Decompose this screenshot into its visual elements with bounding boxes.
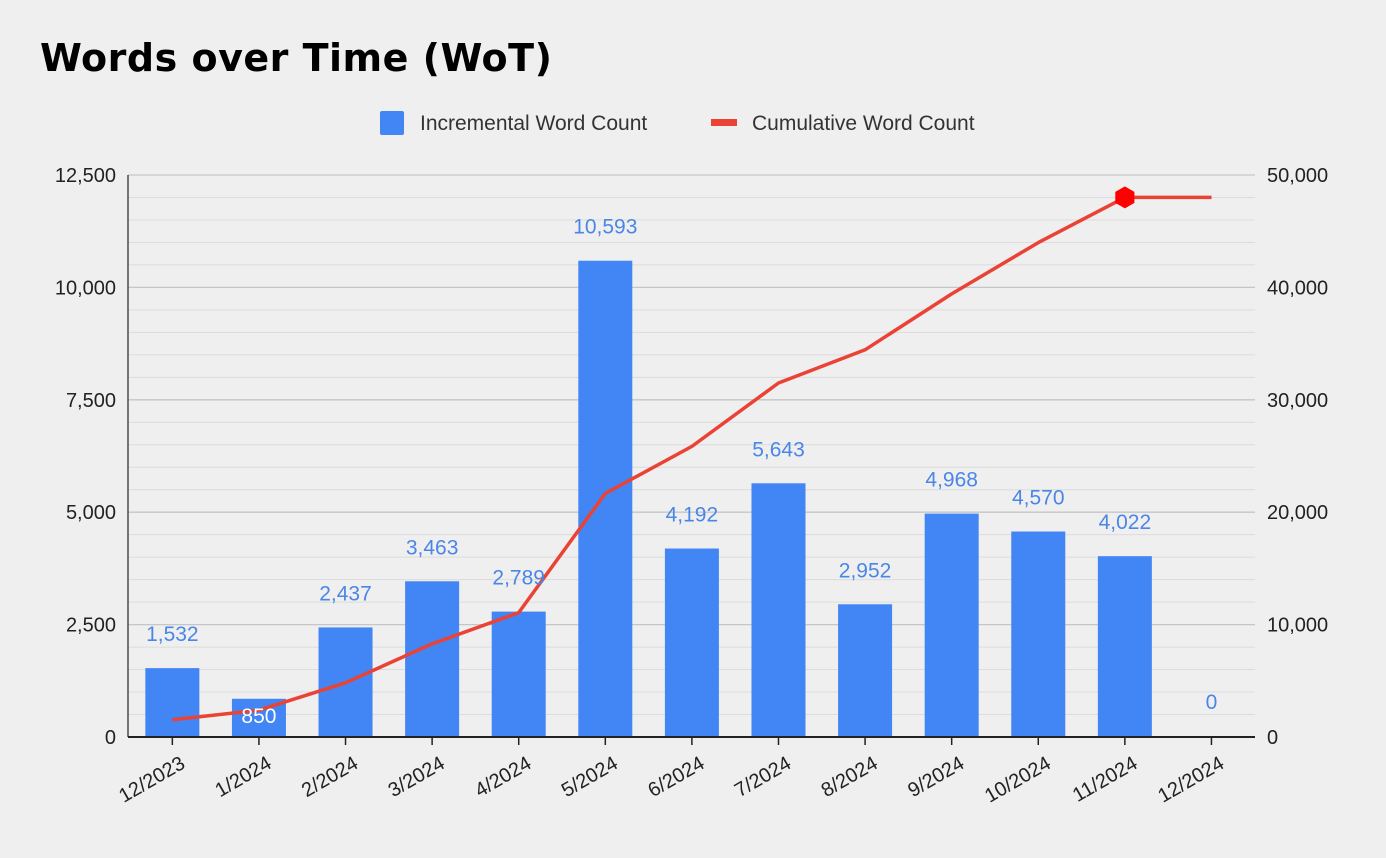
axes [127,175,1255,745]
bar-7/2024[interactable] [751,483,806,737]
x-tick-label: 8/2024 [818,752,882,802]
x-tick-label: 5/2024 [558,752,622,802]
line-point-marker[interactable] [1115,186,1135,209]
bar-data-label: 5,643 [752,438,805,461]
y-left-tick-label: 2,500 [66,615,116,637]
bar-series [145,260,1152,737]
bar-5/2024[interactable] [578,260,633,737]
x-tick-label: 1/2024 [211,752,275,802]
bar-data-label: 10,593 [573,216,637,239]
x-tick-label: 12/2024 [1154,752,1228,807]
data-labels: 1,532 850 2,437 3,463 2,789 10,593 4,192 5,643 2… [146,216,1217,728]
cumulative-line[interactable] [172,195,1212,722]
y-left-tick-label: 10,000 [55,277,116,299]
x-tick-label: 3/2024 [385,752,449,802]
bar-data-label: 850 [241,705,276,728]
y-right-tick-label: 10,000 [1267,615,1328,637]
bar-data-label: 4,192 [666,504,719,527]
bar-11/2024[interactable] [1097,556,1152,737]
bar-data-label: 3,463 [406,536,459,559]
bar-12/2023[interactable] [145,668,200,737]
bar-data-label: 2,789 [492,567,545,590]
x-tick-label: 7/2024 [731,752,795,802]
line-series [172,186,1212,722]
legend-label: Cumulative Word Count [752,112,975,135]
bar-data-label: 4,022 [1099,511,1152,534]
y-right-tick-label: 0 [1267,727,1278,749]
x-tick-label: 6/2024 [644,752,708,802]
legend-swatch-bar [380,111,404,135]
y-left-tick-label: 12,500 [55,165,116,187]
y-right-tick-label: 30,000 [1267,390,1328,412]
bar-data-label: 4,570 [1012,487,1065,510]
y-left-tick-label: 5,000 [66,502,116,524]
x-tick-label: 9/2024 [904,752,968,802]
bar-data-label: 4,968 [925,469,978,492]
bar-data-label: 2,437 [319,582,372,605]
bar-data-label: 0 [1206,691,1218,714]
x-tick-label: 2/2024 [298,752,362,802]
legend-label: Incremental Word Count [420,112,647,135]
y-right-tick-label: 20,000 [1267,502,1328,524]
x-tick-label: 11/2024 [1069,752,1141,806]
bar-9/2024[interactable] [924,513,979,737]
chart-title: Words over Time (WoT) [40,36,553,80]
bar-3/2024[interactable] [405,581,460,737]
bar-data-label: 2,952 [839,559,892,582]
y-right-tick-label: 40,000 [1267,277,1328,299]
y-left-tick-label: 7,500 [66,390,116,412]
bar-6/2024[interactable] [664,548,719,737]
gridlines [128,174,1255,716]
bar-data-label: 1,532 [146,623,199,646]
legend-item-incremental[interactable]: Incremental Word Count [380,111,647,135]
y-left-tick-label: 0 [105,727,116,749]
x-tick-label: 4/2024 [471,752,535,802]
legend-item-cumulative[interactable]: Cumulative Word Count [711,112,975,135]
x-tick-label: 12/2023 [115,752,189,807]
bar-8/2024[interactable] [838,604,893,737]
y-right-tick-label: 50,000 [1267,165,1328,187]
legend[interactable]: Incremental Word Count Cumulative Word Co… [380,111,975,135]
bar-10/2024[interactable] [1011,531,1066,737]
bar-4/2024[interactable] [491,611,546,737]
x-tick-label: 10/2024 [981,752,1055,807]
legend-swatch-line [711,119,737,126]
